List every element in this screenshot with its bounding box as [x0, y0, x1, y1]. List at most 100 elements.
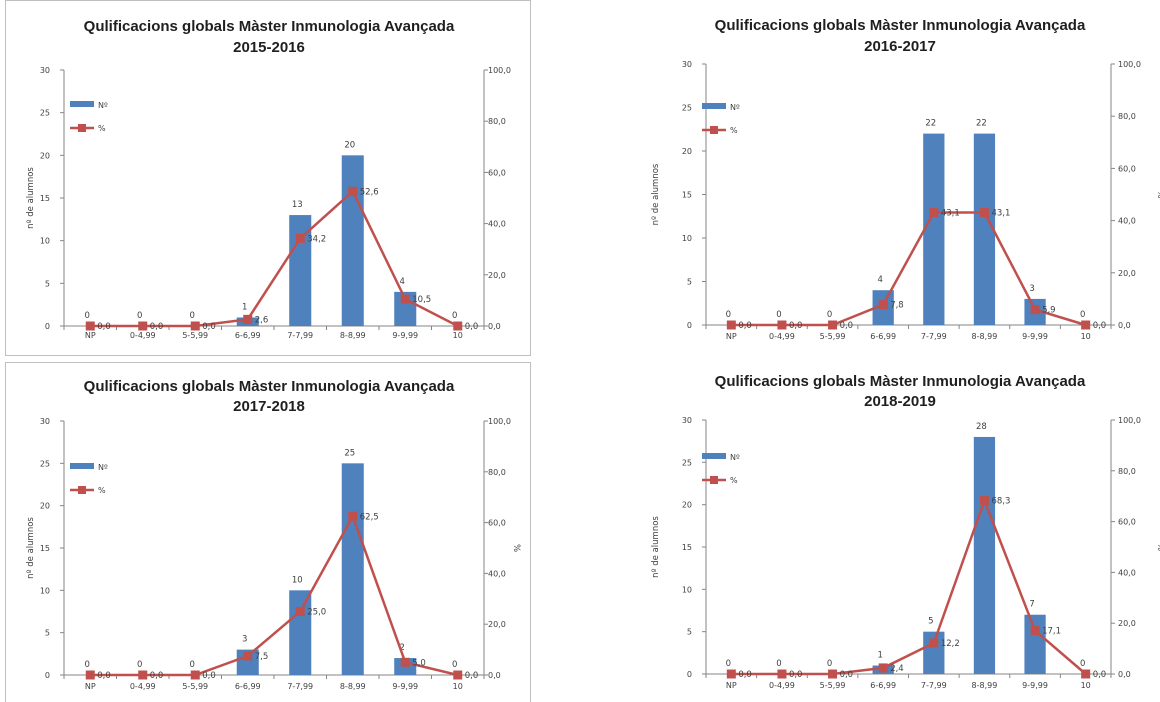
chart-title: Qulificacions globals Màster Inmunologia… — [715, 373, 1086, 390]
line-value-label: 0,0 — [840, 321, 854, 331]
x-category-label: 6-6,99 — [235, 682, 261, 691]
line-value-label: 2,4 — [890, 664, 904, 674]
legend-swatch-bar — [702, 103, 726, 109]
y-tick-label: 30 — [682, 416, 692, 425]
combo-chart: Qulificacions globals Màster Inmunologia… — [651, 373, 1160, 690]
line-point — [453, 321, 463, 331]
bar-value-label: 22 — [925, 119, 936, 129]
line-point — [190, 321, 200, 331]
chart-panel-2016-2017: Qulificacions globals Màster Inmunologia… — [638, 0, 1160, 352]
line-point — [777, 320, 787, 330]
y-tick-label: 25 — [40, 109, 50, 118]
bar — [289, 590, 312, 675]
y2-tick-label: 40,0 — [488, 569, 506, 578]
line-value-label: 34,2 — [307, 234, 326, 244]
bar-value-label: 4 — [877, 275, 882, 285]
x-category-label: 0-4,99 — [769, 332, 795, 341]
bar-value-label: 28 — [976, 422, 987, 432]
bar-value-label: 13 — [292, 200, 303, 210]
x-category-label: 8-8,99 — [340, 331, 366, 340]
y2-tick-label: 40,0 — [1118, 217, 1136, 226]
x-category-label: 7-7,99 — [287, 331, 313, 340]
percent-line — [731, 211, 1087, 327]
x-category-label: 0-4,99 — [769, 681, 795, 690]
bar-value-label: 1 — [242, 302, 247, 312]
line-point — [348, 186, 358, 196]
line-value-label: 68,3 — [991, 497, 1010, 507]
line-point — [295, 233, 305, 243]
line-point — [929, 208, 939, 218]
line-value-label: 7,5 — [255, 652, 269, 662]
y2-axis-title: % — [1155, 190, 1160, 198]
bar-value-label: 3 — [242, 635, 247, 645]
bar-value-label: 7 — [1029, 600, 1034, 610]
chart-subtitle: 2016-2017 — [864, 38, 936, 55]
y-tick-label: 0 — [45, 322, 50, 331]
y2-tick-label: 20,0 — [488, 620, 506, 629]
y2-tick-label: 20,0 — [1118, 619, 1136, 628]
x-category-label: 8-8,99 — [972, 332, 998, 341]
y2-tick-label: 100,0 — [488, 417, 511, 426]
chart-panel-2018-2019: Qulificacions globals Màster Inmunologia… — [638, 362, 1160, 702]
line-point — [400, 657, 410, 667]
y2-tick-label: 80,0 — [488, 117, 506, 126]
y2-axis-title: % — [527, 194, 530, 202]
line-value-label: 52,6 — [360, 187, 379, 197]
bar-value-label: 0 — [190, 660, 195, 670]
line-value-label: 2,6 — [255, 315, 269, 325]
legend-label: % — [98, 486, 106, 495]
x-category-label: NP — [726, 681, 737, 690]
y-tick-label: 20 — [40, 502, 50, 511]
line-value-label: 62,5 — [360, 512, 379, 522]
bar — [236, 649, 259, 675]
line-value-label: 0,0 — [1093, 670, 1107, 680]
legend-swatch-marker — [710, 476, 718, 484]
y-tick-label: 0 — [45, 671, 50, 680]
bar-value-label: 0 — [1080, 659, 1085, 669]
line-point — [138, 321, 148, 331]
y-tick-label: 20 — [682, 501, 692, 510]
y-tick-label: 25 — [682, 104, 692, 113]
line-value-label: 0,0 — [738, 670, 752, 680]
x-category-label: 6-6,99 — [870, 332, 896, 341]
bar — [341, 463, 364, 675]
line-value-label: 0,0 — [789, 321, 803, 331]
x-category-label: 7-7,99 — [921, 332, 947, 341]
bar-value-label: 10 — [292, 575, 303, 585]
line-point — [243, 651, 253, 661]
line-point — [726, 320, 736, 330]
line-value-label: 0,0 — [202, 322, 216, 332]
line-value-label: 0,0 — [465, 671, 479, 681]
bar — [923, 133, 945, 325]
line-value-label: 43,1 — [991, 209, 1010, 219]
x-category-label: 9-9,99 — [392, 331, 418, 340]
chart-panel-2017-2018: Qulificacions globals Màster Inmunologia… — [5, 362, 531, 702]
line-value-label: 5,0 — [412, 658, 426, 668]
bar — [289, 215, 312, 326]
line-point — [878, 300, 888, 310]
x-category-label: 7-7,99 — [921, 681, 947, 690]
line-point — [400, 294, 410, 304]
line-value-label: 0,0 — [97, 671, 111, 681]
bar-value-label: 4 — [400, 277, 405, 287]
x-category-label: 9-9,99 — [392, 682, 418, 691]
y-tick-label: 15 — [40, 544, 50, 553]
line-value-label: 0,0 — [150, 671, 164, 681]
legend-swatch-marker — [78, 124, 86, 132]
x-category-label: NP — [726, 332, 737, 341]
line-value-label: 0,0 — [840, 670, 854, 680]
bar-value-label: 0 — [85, 660, 90, 670]
line-point — [828, 669, 838, 679]
legend-swatch-bar — [70, 101, 94, 107]
legend: Nº% — [702, 103, 740, 135]
y2-tick-label: 0,0 — [1118, 321, 1131, 330]
line-point — [777, 669, 787, 679]
y2-axis-title: % — [1155, 543, 1160, 551]
bar-value-label: 25 — [344, 448, 355, 458]
chart-subtitle: 2018-2019 — [864, 393, 936, 410]
x-category-label: 0-4,99 — [130, 331, 156, 340]
y-tick-label: 5 — [45, 279, 50, 288]
y-tick-label: 0 — [687, 321, 692, 330]
line-point — [1081, 669, 1091, 679]
bar-value-label: 22 — [976, 119, 987, 129]
